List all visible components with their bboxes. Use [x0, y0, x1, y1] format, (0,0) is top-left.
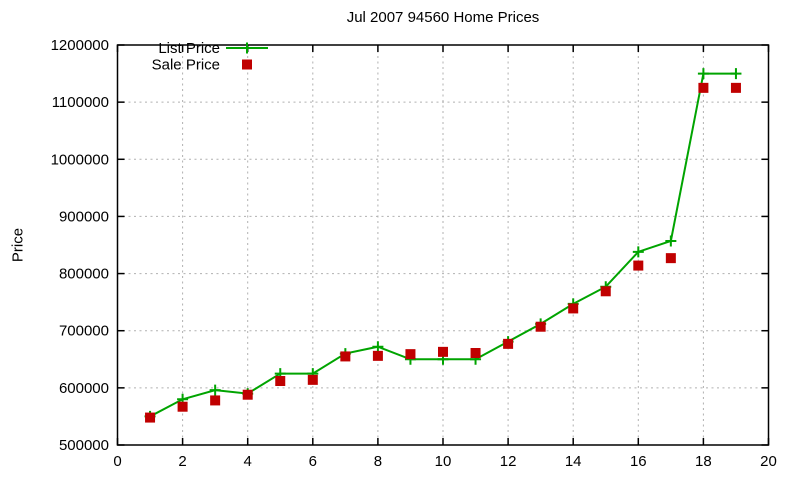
legend-sample-square [242, 59, 252, 70]
list-price-marker [665, 235, 677, 247]
list-price-marker [632, 246, 644, 258]
legend-label-list-price: List Price [158, 40, 220, 57]
sale-price-marker [438, 346, 448, 357]
x-tick-label: 20 [760, 453, 777, 470]
list-price-series [144, 68, 742, 422]
y-tick-label: 1100000 [52, 94, 109, 111]
sale-price-series [145, 82, 741, 423]
x-tick-label: 16 [630, 453, 647, 470]
sale-price-marker [145, 412, 156, 423]
sale-price-marker [372, 350, 383, 361]
gridlines [117, 45, 769, 445]
sale-price-marker [405, 349, 416, 360]
y-tick-label: 600000 [59, 380, 109, 397]
sale-price-marker [698, 82, 709, 93]
x-tick-label: 12 [500, 453, 517, 470]
x-tick-label: 2 [178, 453, 186, 470]
x-tick-label: 4 [244, 453, 252, 470]
sale-price-marker [340, 351, 351, 362]
x-tick-labels: 0 2 4 6 8 10 12 14 16 18 20 [113, 453, 777, 470]
sale-price-marker [210, 395, 221, 406]
y-tick-label: 1000000 [51, 151, 109, 168]
sale-price-marker [535, 321, 546, 332]
list-price-marker [697, 68, 709, 80]
sale-price-marker [307, 374, 318, 385]
y-tick-label: 700000 [59, 323, 109, 340]
plot-border [116, 44, 770, 446]
x-tick-label: 0 [113, 453, 121, 470]
x-tick-label: 18 [695, 453, 712, 470]
y-tick-label: 900000 [59, 208, 109, 225]
y-tick-label: 500000 [59, 437, 109, 454]
y-tick-labels: 500000 600000 700000 800000 900000 1000000 110… [51, 37, 109, 454]
sale-price-marker [633, 260, 644, 271]
legend-label-sale-price: Sale Price [152, 57, 220, 74]
sale-price-marker [568, 303, 579, 314]
legend-sample-plus [241, 42, 253, 54]
list-price-marker [372, 341, 384, 353]
x-tick-label: 14 [565, 453, 582, 470]
sale-price-marker [470, 348, 481, 358]
sale-price-marker [242, 389, 253, 400]
x-tick-label: 6 [309, 453, 317, 470]
chart-title: Jul 2007 94560 Home Prices [346, 9, 540, 26]
y-tick-label: 1200000 [51, 37, 109, 54]
x-tick-label: 10 [435, 453, 452, 470]
sale-price-marker [177, 401, 188, 412]
sale-price-marker [730, 82, 741, 93]
list-price-marker [209, 384, 221, 396]
x-tick-label: 8 [374, 453, 382, 470]
list-price-marker [730, 68, 742, 80]
sale-price-marker [503, 338, 514, 349]
sale-price-marker [275, 376, 286, 386]
sale-price-marker [600, 286, 611, 297]
y-tick-label: 800000 [59, 266, 109, 283]
sale-price-marker [665, 253, 676, 264]
